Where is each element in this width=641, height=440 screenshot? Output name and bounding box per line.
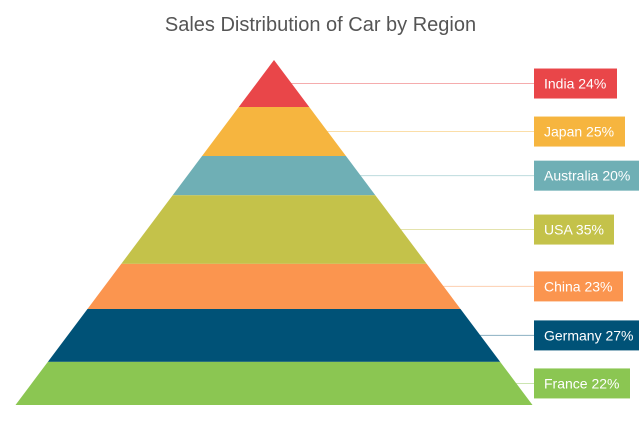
data-label-japan: Japan 25% <box>544 124 614 140</box>
pyramid-segment-germany[interactable] <box>47 308 501 362</box>
pyramid-segment-india[interactable] <box>238 60 310 108</box>
data-label-australia: Australia 20% <box>544 168 630 184</box>
data-label-box-japan <box>534 116 625 147</box>
pyramid-segment-australia[interactable] <box>172 156 376 196</box>
data-labels: India 24% Japan 25% Australia 20% USA 35% Ch… <box>534 68 639 399</box>
data-label-box-australia <box>534 160 639 191</box>
data-label-box-france <box>534 368 630 399</box>
data-label-france: France 22% <box>544 375 619 391</box>
data-label-china: China 23% <box>544 278 613 294</box>
data-label-box-china <box>534 271 623 302</box>
pyramid-segment-japan[interactable] <box>202 107 346 157</box>
data-label-box-usa <box>534 214 614 245</box>
pyramid-segment-usa[interactable] <box>121 195 427 264</box>
pyramid-segment-france[interactable] <box>15 361 533 405</box>
data-label-india: India 24% <box>544 76 606 92</box>
data-label-box-india <box>534 68 617 99</box>
pyramid-segments <box>15 60 533 405</box>
data-label-germany: Germany 27% <box>544 327 633 343</box>
data-label-usa: USA 35% <box>544 222 604 238</box>
data-label-box-germany <box>534 320 639 351</box>
pyramid-segment-china[interactable] <box>87 263 461 309</box>
chart-title: Sales Distribution of Car by Region <box>164 14 477 36</box>
